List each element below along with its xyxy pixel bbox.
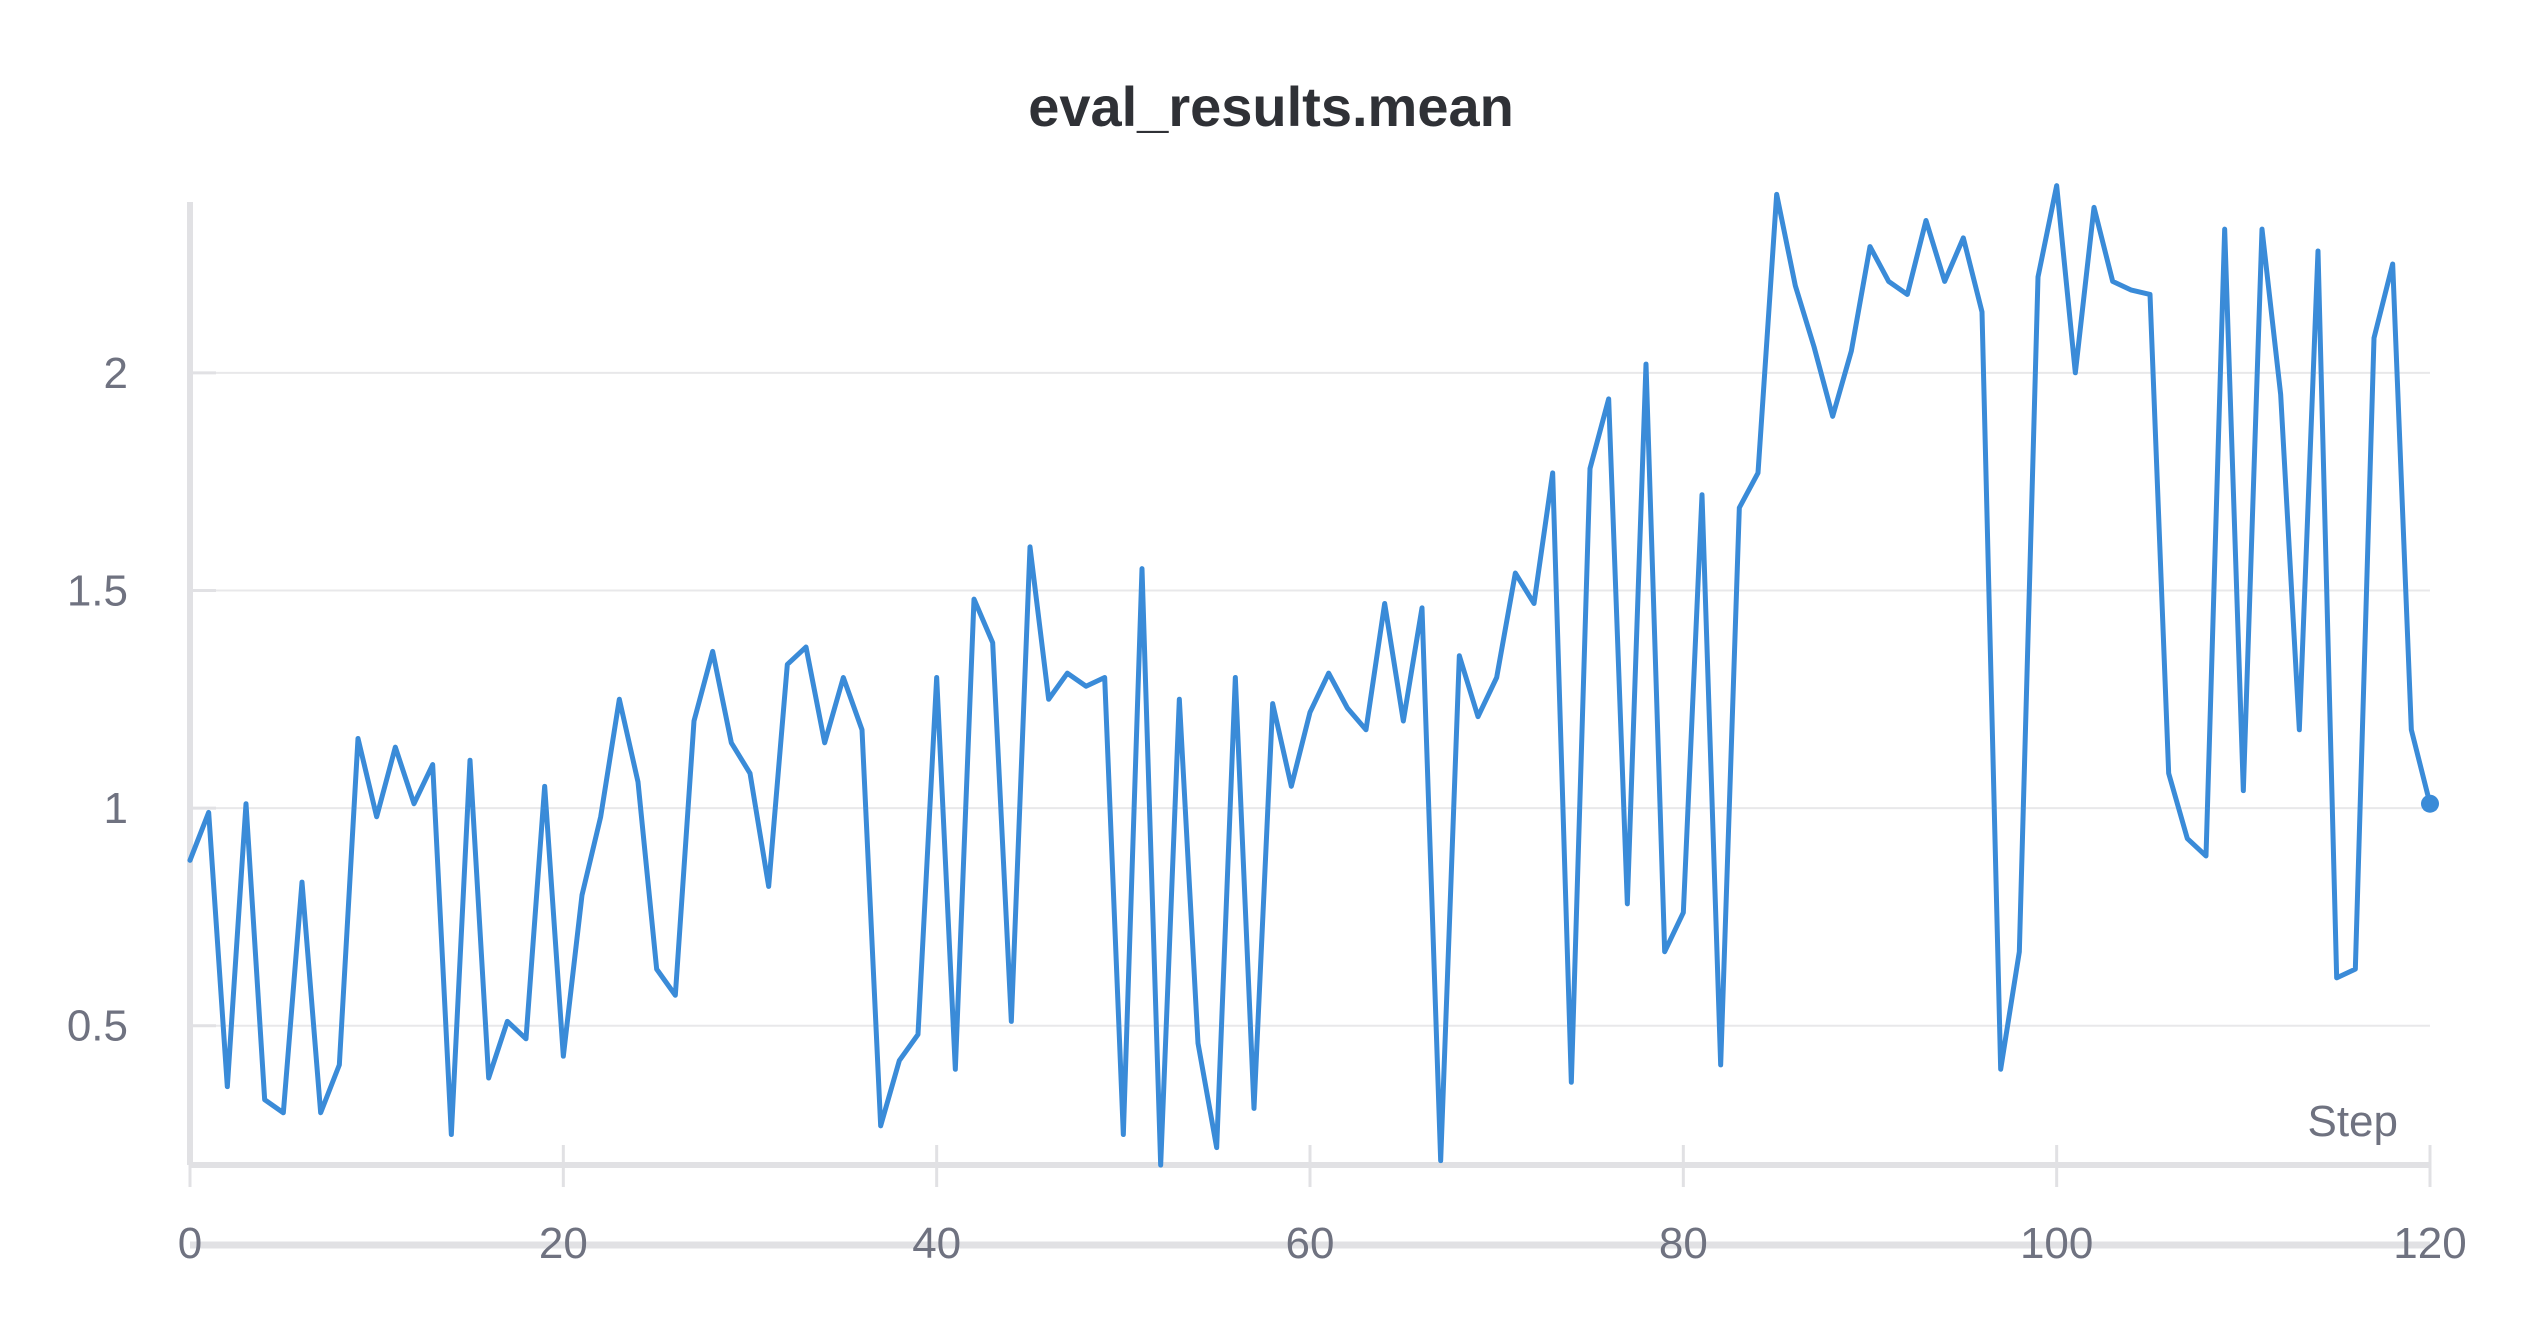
- x-tick-label: 0: [178, 1219, 202, 1268]
- x-tick-label: 40: [912, 1219, 961, 1268]
- x-tick-label: 100: [2020, 1219, 2093, 1268]
- x-tick-label: 60: [1286, 1219, 1335, 1268]
- x-tick-label: 80: [1659, 1219, 1708, 1268]
- axes: [187, 202, 2430, 1249]
- series-layer: [187, 183, 2439, 1168]
- series-end-point: [2421, 794, 2439, 813]
- series-line: [187, 183, 2433, 1168]
- y-tick-label: 0.5: [67, 1002, 128, 1051]
- y-axis-ticks: 0.5 1 1.5 2: [67, 349, 216, 1051]
- chart-title: eval_results.mean: [1028, 75, 1514, 138]
- x-tick-label: 20: [539, 1219, 588, 1268]
- y-tick-label: 2: [104, 349, 128, 398]
- x-tick-label: 120: [2393, 1219, 2466, 1268]
- grid-lines: [190, 371, 2430, 1027]
- y-tick-label: 1.5: [67, 566, 128, 615]
- x-axis-label: Step: [2307, 1097, 2398, 1146]
- x-axis-ticks: 0 20 40 60 80 100 120: [178, 1145, 2467, 1268]
- y-tick-label: 1: [104, 784, 128, 833]
